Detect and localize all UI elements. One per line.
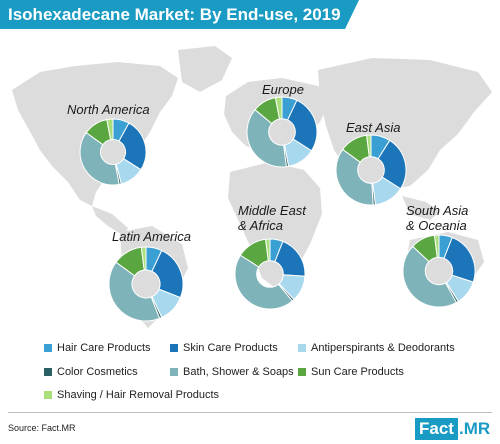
region-label: East Asia [346,120,400,135]
donut-slice [377,139,407,190]
logo-fact: Fact [415,418,458,440]
legend-label: Color Cosmetics [57,366,138,378]
donut-charts: North America Europe East Asia Middle East &… [67,82,476,322]
donut-slice [265,238,271,262]
legend-swatch [44,391,52,399]
donut-slice [286,99,318,152]
donut-slice [108,261,161,322]
donut-europe: Europe [246,82,318,168]
donut-slice [151,249,184,299]
chart-title: Isohexadecane Market: By End-use, 2019 [8,5,341,24]
title-banner: Isohexadecane Market: By End-use, 2019 [0,0,359,29]
region-label: Europe [262,82,304,97]
factmr-logo: Fact .MR [415,418,493,440]
donut-slice [366,134,372,158]
legend-label: Hair Care Products [57,342,151,354]
legend-swatch [298,344,306,352]
region-label: South Asia & Oceania [406,203,468,233]
legend: Hair Care Products Skin Care Products An… [0,338,500,413]
donut-slice [106,118,114,141]
donut-slice [274,96,283,120]
map-southeast-asia [402,196,440,220]
legend-item: Shaving / Hair Removal Products [44,389,219,401]
legend-item: Color Cosmetics [44,366,138,378]
donut-slice [79,131,120,186]
region-label: Middle East & Africa [238,203,307,233]
map-central-america [92,206,128,236]
donut-slice [335,148,374,206]
legend-label: Shaving / Hair Removal Products [57,389,220,401]
donut-slice [118,122,147,171]
donut-slice [246,108,287,168]
legend-label: Antiperspirants & Deodorants [311,342,455,354]
region-label: Latin America [112,229,191,244]
legend-label: Sun Care Products [311,366,404,378]
legend-item: Hair Care Products [44,342,151,354]
legend-swatch [44,344,52,352]
donut-slice [140,246,147,271]
donut-slice [402,245,458,308]
donut-middle-east-africa: Middle East & Africa [234,203,307,310]
legend-swatch [170,344,178,352]
logo-mr: .MR [458,419,491,438]
legend-item: Antiperspirants & Deodorants [298,342,455,354]
legend-item: Bath, Shower & Soaps [170,366,294,378]
donut-south-asia-oceania: South Asia & Oceania [402,203,476,308]
legend-swatch [44,368,52,376]
world-map-chart: North America Europe East Asia Middle East &… [12,46,492,328]
region-label: North America [67,102,150,117]
donut-latin-america: Latin America [108,229,191,322]
legend-swatch [298,368,306,376]
donut-east-asia: East Asia [335,120,407,206]
legend-label: Skin Care Products [183,342,278,354]
donut-slice [433,234,440,258]
donut-north-america: North America [67,102,150,186]
legend-swatch [170,368,178,376]
donut-slice [234,254,294,310]
legend-label: Bath, Shower & Soaps [183,366,294,378]
legend-item: Sun Care Products [298,366,404,378]
legend-item: Skin Care Products [170,342,278,354]
footer-divider [8,412,492,413]
source-note: Source: Fact.MR [8,423,76,433]
map-greenland [178,46,232,92]
